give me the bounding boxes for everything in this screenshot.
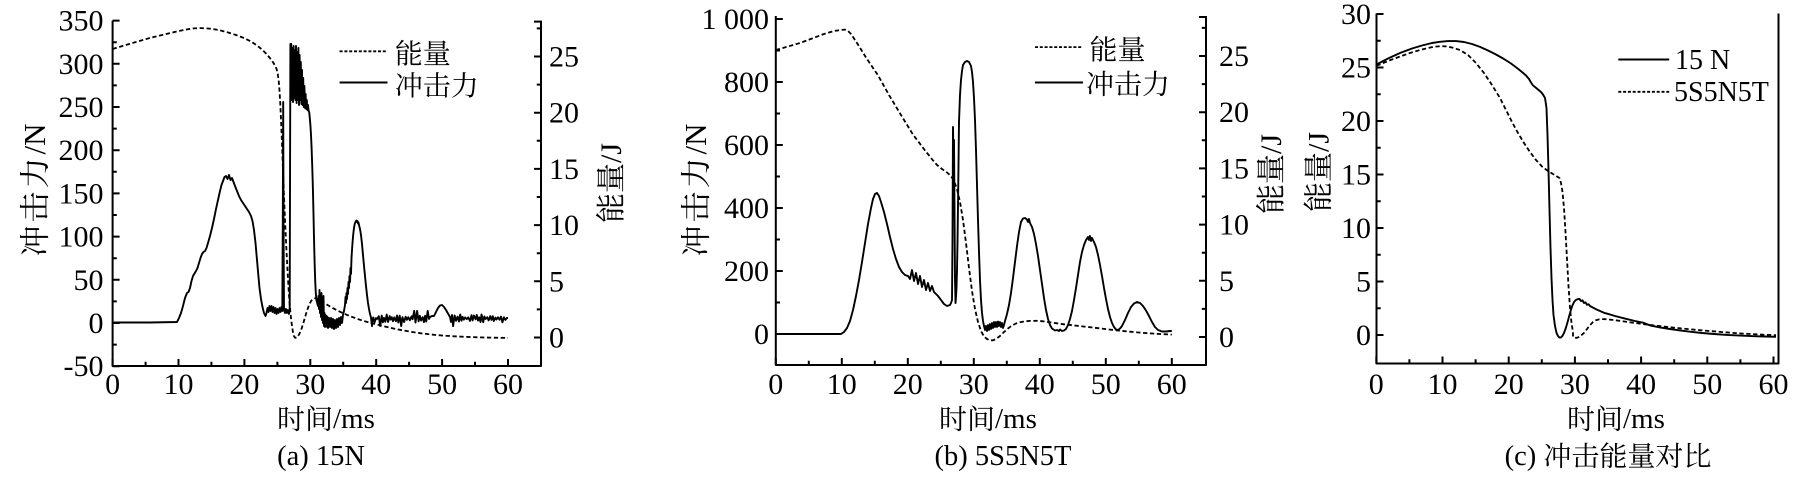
svg-text:15: 15: [549, 153, 579, 186]
svg-text:/N: /N: [678, 124, 713, 155]
svg-text:10: 10: [1219, 209, 1249, 242]
svg-text:(b) 5S5N5T: (b) 5S5N5T: [935, 441, 1072, 472]
svg-text:200: 200: [724, 255, 769, 288]
svg-text:400: 400: [724, 192, 769, 225]
svg-text:800: 800: [724, 66, 769, 99]
svg-text:30: 30: [1341, 0, 1371, 31]
svg-text:5: 5: [549, 265, 564, 298]
svg-text:20: 20: [893, 368, 923, 401]
svg-text:30: 30: [1560, 368, 1590, 401]
svg-text:25: 25: [1341, 52, 1371, 85]
svg-text:60: 60: [1157, 368, 1187, 401]
svg-text:20: 20: [1341, 105, 1371, 138]
svg-text:60: 60: [493, 368, 523, 401]
svg-text:40: 40: [361, 368, 391, 401]
svg-text:300: 300: [59, 48, 104, 81]
svg-text:350: 350: [59, 5, 104, 38]
svg-text:150: 150: [59, 177, 104, 210]
svg-text:200: 200: [59, 134, 104, 167]
svg-text:10: 10: [164, 368, 194, 401]
svg-text:60: 60: [1759, 368, 1789, 401]
svg-text:250: 250: [59, 91, 104, 124]
svg-text:0: 0: [1219, 321, 1234, 354]
svg-text:5: 5: [1219, 265, 1234, 298]
svg-text:20: 20: [549, 97, 579, 130]
svg-text:10: 10: [1341, 212, 1371, 245]
svg-text:0: 0: [105, 368, 120, 401]
svg-text:-50: -50: [64, 350, 104, 383]
svg-text:5S5N5T: 5S5N5T: [1674, 77, 1769, 108]
svg-text:10: 10: [549, 209, 579, 242]
svg-text:0: 0: [549, 322, 564, 355]
svg-text:/J: /J: [1255, 134, 1288, 154]
svg-text:1 000: 1 000: [702, 3, 770, 36]
svg-text:40: 40: [1025, 368, 1055, 401]
svg-text:5: 5: [1356, 266, 1371, 299]
svg-text:50: 50: [1692, 368, 1722, 401]
svg-text:0: 0: [89, 307, 104, 340]
svg-text:30: 30: [295, 368, 325, 401]
svg-text:25: 25: [549, 41, 579, 74]
svg-text:/ms: /ms: [1623, 403, 1665, 435]
svg-text:(c): (c): [1505, 441, 1537, 472]
svg-text:15 N: 15 N: [1675, 45, 1730, 76]
svg-text:15: 15: [1341, 159, 1371, 192]
svg-text:0: 0: [1369, 368, 1384, 401]
svg-text:50: 50: [74, 264, 104, 297]
svg-text:0: 0: [1356, 319, 1371, 352]
svg-text:20: 20: [229, 368, 259, 401]
svg-text:/J: /J: [1302, 132, 1335, 152]
svg-text:50: 50: [1091, 368, 1121, 401]
svg-text:(a) 15N: (a) 15N: [277, 441, 365, 472]
svg-text:/ms: /ms: [995, 403, 1037, 435]
svg-text:20: 20: [1219, 96, 1249, 129]
svg-text:15: 15: [1219, 152, 1249, 185]
svg-text:10: 10: [827, 368, 857, 401]
svg-text:20: 20: [1494, 368, 1524, 401]
svg-text:/ms: /ms: [333, 403, 375, 435]
svg-text:10: 10: [1428, 368, 1458, 401]
svg-text:0: 0: [754, 318, 769, 351]
svg-text:40: 40: [1626, 368, 1656, 401]
svg-text:50: 50: [427, 368, 457, 401]
svg-text:0: 0: [768, 368, 783, 401]
svg-text:25: 25: [1219, 40, 1249, 73]
svg-text:600: 600: [724, 129, 769, 162]
svg-text:30: 30: [959, 368, 989, 401]
svg-text:/N: /N: [17, 124, 52, 155]
svg-text:/J: /J: [595, 143, 628, 163]
svg-text:100: 100: [59, 221, 104, 254]
